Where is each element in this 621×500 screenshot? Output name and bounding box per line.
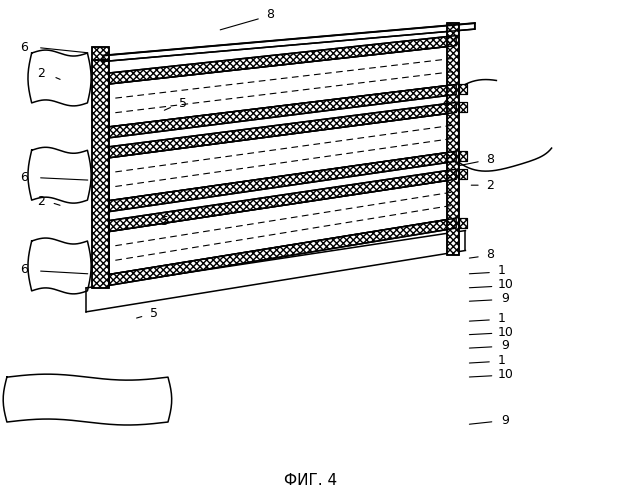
Polygon shape [459, 169, 466, 179]
Text: 6: 6 [20, 264, 28, 276]
Text: 8: 8 [486, 153, 494, 166]
Polygon shape [459, 152, 466, 161]
Text: 2: 2 [486, 178, 494, 192]
Polygon shape [459, 84, 466, 94]
Polygon shape [109, 112, 456, 200]
Text: 1: 1 [497, 264, 505, 278]
Text: 6: 6 [20, 171, 28, 184]
Text: 2: 2 [37, 67, 45, 80]
Polygon shape [459, 218, 466, 228]
Polygon shape [109, 102, 456, 158]
Polygon shape [109, 84, 456, 138]
Text: 10: 10 [498, 368, 514, 381]
Polygon shape [109, 36, 456, 84]
Text: 9: 9 [502, 292, 510, 306]
Polygon shape [459, 102, 466, 113]
Text: 9: 9 [502, 339, 510, 352]
Polygon shape [109, 46, 456, 127]
Polygon shape [109, 179, 456, 274]
Text: 8: 8 [266, 8, 274, 21]
Text: 5: 5 [161, 214, 169, 228]
Text: 5: 5 [179, 98, 188, 110]
Text: 1: 1 [497, 312, 505, 326]
Polygon shape [109, 218, 456, 286]
Text: 5: 5 [150, 307, 158, 320]
Polygon shape [109, 152, 456, 212]
Text: 2: 2 [37, 194, 45, 207]
Polygon shape [447, 23, 459, 256]
Polygon shape [93, 60, 109, 288]
Text: 8: 8 [486, 248, 494, 262]
Polygon shape [93, 47, 109, 60]
Text: 10: 10 [498, 326, 514, 339]
Text: 9: 9 [502, 414, 510, 427]
Text: ФИГ. 4: ФИГ. 4 [284, 473, 337, 488]
Polygon shape [103, 23, 474, 62]
Text: 1: 1 [497, 354, 505, 367]
Polygon shape [109, 169, 456, 232]
Text: 10: 10 [498, 278, 514, 291]
Text: 6: 6 [20, 41, 28, 54]
